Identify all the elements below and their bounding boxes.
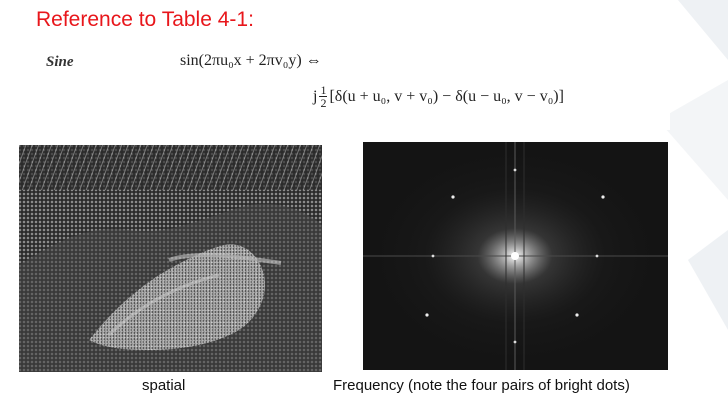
formula-line-2: j 1 2 [δ(u + u₀, v + v₀) − δ(u − u₀, v −…: [313, 84, 564, 109]
spatial-image: [19, 145, 322, 372]
formula-fraction: 1 2: [319, 83, 328, 110]
frequency-caption: Frequency (note the four pairs of bright…: [333, 377, 630, 394]
slide-title: Reference to Table 4-1:: [36, 8, 254, 31]
formula-line-1: sin(2πu₀x + 2πv₀y) ⇔: [180, 52, 322, 69]
formula-j: j: [313, 87, 318, 105]
formula-table-entry: Sine sin(2πu₀x + 2πv₀y) ⇔ j 1 2 [δ(u + u…: [30, 44, 670, 130]
spatial-caption: spatial: [142, 377, 186, 394]
background-decoration: [658, 0, 728, 330]
frequency-spectrum-image: [363, 142, 668, 370]
formula-delta-terms: [δ(u + u₀, v + v₀) − δ(u − u₀, v − v₀)]: [329, 87, 564, 105]
formula-label: Sine: [46, 54, 74, 70]
